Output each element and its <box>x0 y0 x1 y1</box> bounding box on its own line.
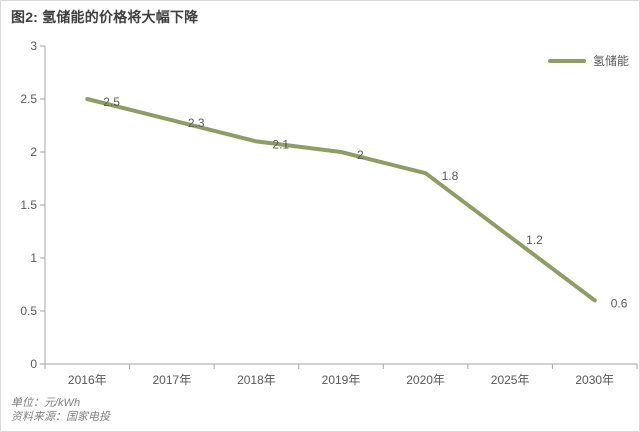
svg-text:1.2: 1.2 <box>526 233 543 247</box>
svg-text:0: 0 <box>30 357 37 371</box>
svg-text:0.6: 0.6 <box>611 296 628 310</box>
svg-text:2.1: 2.1 <box>272 137 289 151</box>
svg-text:2.5: 2.5 <box>20 92 37 106</box>
footnotes: 单位：元/kWh 资料来源：国家电投 <box>11 396 110 424</box>
svg-text:2025年: 2025年 <box>491 373 530 387</box>
svg-text:2: 2 <box>357 148 364 162</box>
svg-text:1.5: 1.5 <box>20 198 37 212</box>
svg-text:2019年: 2019年 <box>322 373 361 387</box>
svg-text:2.5: 2.5 <box>103 95 120 109</box>
unit-note: 单位：元/kWh <box>11 397 81 409</box>
legend-line-swatch <box>547 58 586 63</box>
svg-text:3: 3 <box>30 39 37 53</box>
svg-text:2.3: 2.3 <box>188 116 205 130</box>
svg-text:2: 2 <box>30 145 37 159</box>
svg-text:2017年: 2017年 <box>153 373 192 387</box>
legend: 氢储能 <box>547 52 629 69</box>
source-note: 资料来源：国家电投 <box>11 411 110 423</box>
svg-text:1: 1 <box>30 251 37 265</box>
chart-title: 图2: 氢储能的价格将大幅下降 <box>11 9 199 25</box>
svg-text:2020年: 2020年 <box>406 373 445 387</box>
svg-text:2030年: 2030年 <box>575 373 614 387</box>
legend-label: 氢储能 <box>592 54 629 68</box>
svg-text:2018年: 2018年 <box>237 373 276 387</box>
svg-text:2016年: 2016年 <box>68 373 107 387</box>
svg-text:1.8: 1.8 <box>442 169 459 183</box>
svg-text:0.5: 0.5 <box>20 304 37 318</box>
